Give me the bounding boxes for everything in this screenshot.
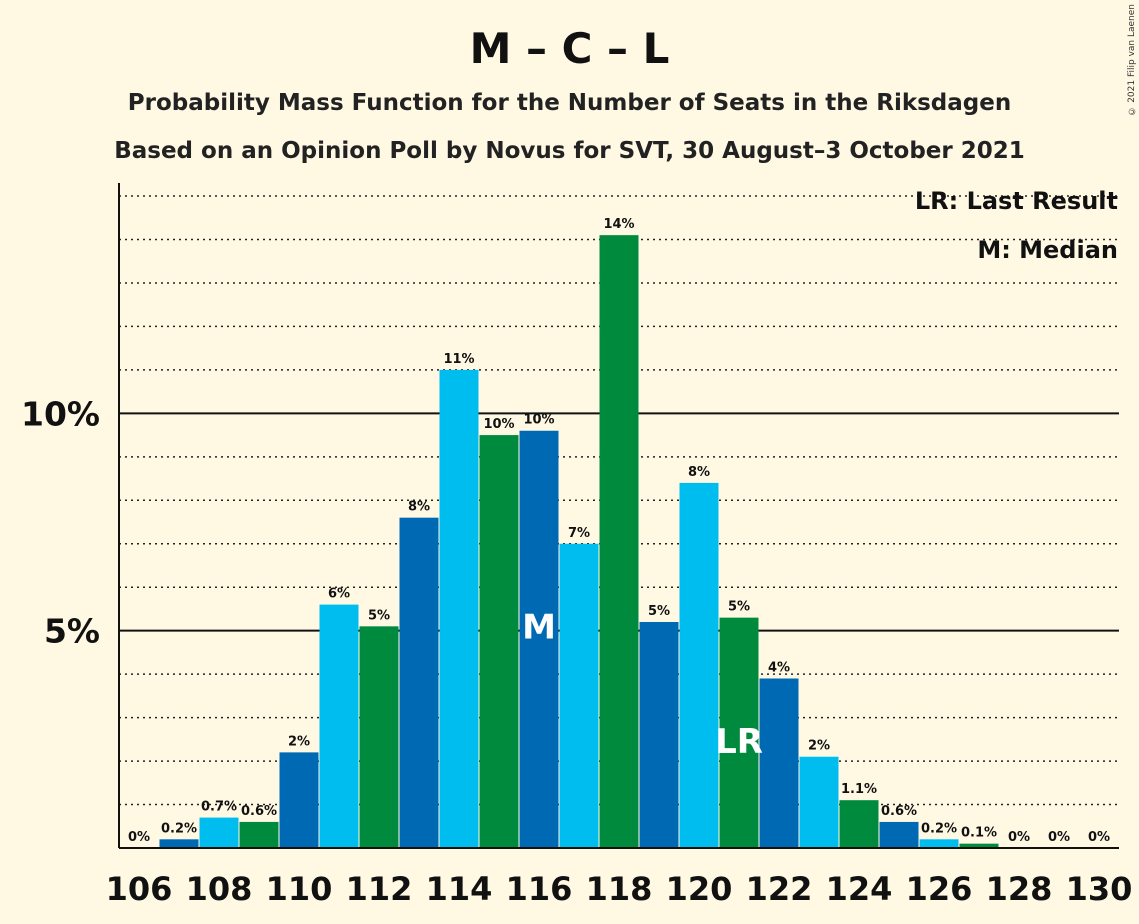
bar-126 <box>919 839 959 848</box>
value-label-125: 0.6% <box>881 804 917 819</box>
value-label-126: 0.2% <box>921 821 957 836</box>
axes: 5% 10% 106 108 110 112 114 116 118 120 122 124 126 12… <box>21 183 1132 908</box>
value-label-114: 11% <box>443 352 474 367</box>
chart-subtitle-source: Based on an Opinion Poll by Novus for SV… <box>114 138 1025 164</box>
x-tick-label: 108 <box>186 870 253 908</box>
value-label-124: 1.1% <box>841 782 877 797</box>
value-label-121: 5% <box>728 600 750 615</box>
bar-118 <box>599 235 639 848</box>
y-tick-label: 10% <box>21 394 100 433</box>
value-label-127: 0.1% <box>961 826 997 841</box>
chart-subtitle: Probability Mass Function for the Number… <box>127 90 1012 116</box>
bar-114 <box>439 369 479 848</box>
x-tick-label: 110 <box>266 870 333 908</box>
x-tick-label: 118 <box>586 870 653 908</box>
x-tick-label: 122 <box>746 870 813 908</box>
x-tick-label: 128 <box>986 870 1053 908</box>
bar-123 <box>799 756 839 848</box>
value-label-129: 0% <box>1048 830 1070 845</box>
bar-111 <box>319 604 359 848</box>
x-tick-label: 106 <box>106 870 173 908</box>
value-label-128: 0% <box>1008 830 1030 845</box>
median-marker: M <box>522 608 556 648</box>
value-label-112: 5% <box>368 608 390 623</box>
value-label-115: 10% <box>483 417 514 432</box>
value-label-116: 10% <box>523 413 554 428</box>
value-label-108: 0.7% <box>201 800 237 815</box>
x-tick-label: 120 <box>666 870 733 908</box>
x-tick-label: 126 <box>906 870 973 908</box>
bar-121 <box>719 617 759 848</box>
bar-125 <box>879 821 919 848</box>
bar-108 <box>199 817 239 848</box>
legend-last-result: LR: Last Result <box>915 187 1118 215</box>
y-tick-label: 5% <box>44 612 100 651</box>
value-label-123: 2% <box>808 739 830 754</box>
value-label-107: 0.2% <box>161 821 197 836</box>
bar-115 <box>479 435 519 848</box>
bar-110 <box>279 752 319 848</box>
value-label-106: 0% <box>128 830 150 845</box>
x-tick-label: 124 <box>826 870 893 908</box>
bar-122 <box>759 678 799 848</box>
bar-119 <box>639 621 679 848</box>
bar-113 <box>399 517 439 848</box>
x-tick-label: 116 <box>506 870 573 908</box>
legend-median: M: Median <box>977 236 1118 264</box>
bar-124 <box>839 800 879 848</box>
x-tick-label: 114 <box>426 870 493 908</box>
bar-109 <box>239 821 279 848</box>
value-label-113: 8% <box>408 500 430 515</box>
value-label-130: 0% <box>1088 830 1110 845</box>
x-tick-label: 112 <box>346 870 413 908</box>
value-label-119: 5% <box>648 604 670 619</box>
x-tick-label: 130 <box>1066 870 1133 908</box>
value-label-109: 0.6% <box>241 804 277 819</box>
value-label-110: 2% <box>288 734 310 749</box>
bar-117 <box>559 543 599 848</box>
value-label-111: 6% <box>328 587 350 602</box>
bar-127 <box>959 843 999 848</box>
last-result-marker: LR <box>715 722 763 762</box>
bar-116 <box>519 430 559 848</box>
chart-title: M – C – L <box>469 24 670 73</box>
bar-112 <box>359 626 399 848</box>
value-label-117: 7% <box>568 526 590 541</box>
bars <box>159 235 999 848</box>
value-label-122: 4% <box>768 660 790 675</box>
value-labels: 0% 0.2% 0.7% 0.6% 2% 6% 5% 8% 11% 10% 10% 7% 14% 5% 8%… <box>128 217 1110 845</box>
bar-120 <box>679 482 719 848</box>
value-label-120: 8% <box>688 465 710 480</box>
bar-107 <box>159 839 199 848</box>
value-label-118: 14% <box>603 217 634 232</box>
